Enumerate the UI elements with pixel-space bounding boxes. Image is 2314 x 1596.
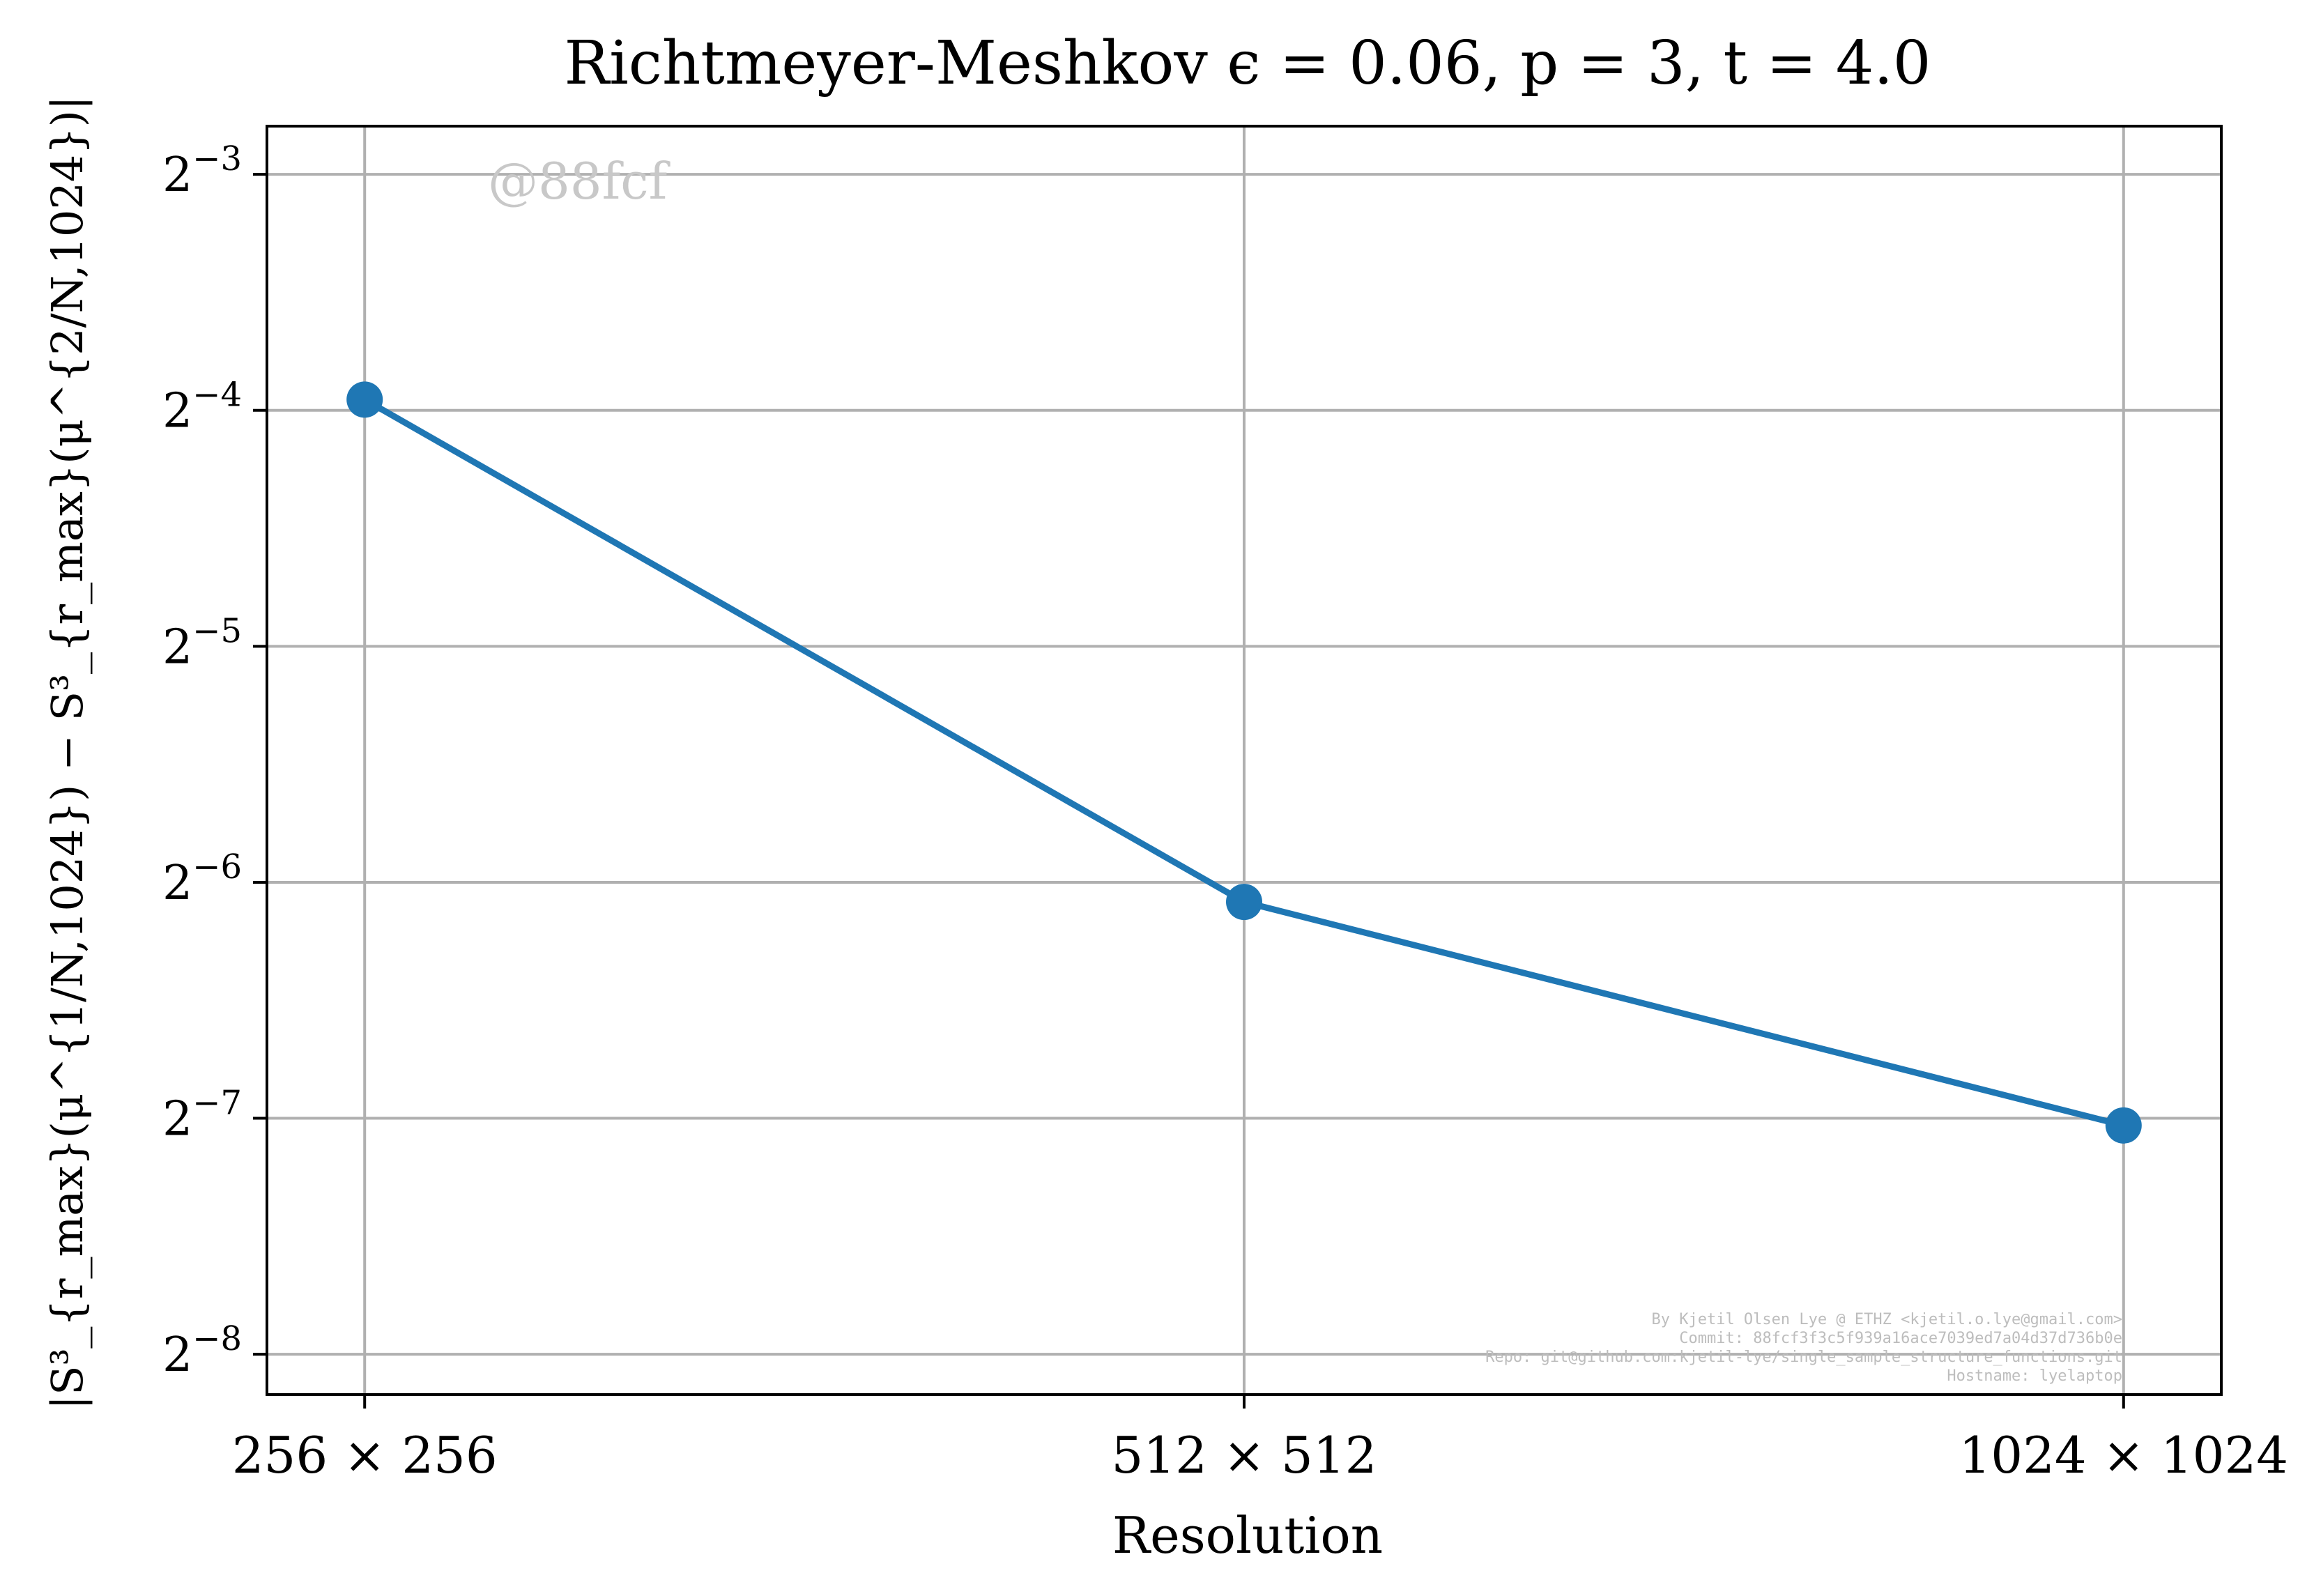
- chart-title: Richtmeyer-Meshkov ϵ = 0.06, p = 3, t = …: [564, 29, 1931, 98]
- grid: [267, 126, 2221, 1395]
- y-axis-ticks: 2−3 2−4 2−5 2−6 2−7 2−8: [162, 139, 267, 1383]
- y-tick-label: 2−3: [162, 139, 242, 203]
- footer-line: By Kjetil Olsen Lye @ ETHZ <kjetil.o.lye…: [1651, 1311, 2122, 1328]
- y-tick-label: 2−7: [162, 1084, 242, 1147]
- x-tick-label: 256 × 256: [232, 1426, 498, 1484]
- footer-metadata: By Kjetil Olsen Lye @ ETHZ <kjetil.o.lye…: [1485, 1311, 2122, 1385]
- x-tick-label: 512 × 512: [1112, 1426, 1377, 1484]
- data-point: [2105, 1107, 2142, 1144]
- y-tick-label: 2−8: [162, 1319, 242, 1383]
- y-tick-label: 2−5: [162, 611, 242, 675]
- data-point: [346, 381, 383, 418]
- x-axis-ticks: 256 × 256 512 × 512 1024 × 1024: [232, 1395, 2288, 1484]
- footer-line: Commit: 88fcf3f3c5f939a16ace7039ed7a04d3…: [1679, 1330, 2122, 1347]
- x-axis-label: Resolution: [1112, 1506, 1383, 1565]
- footer-line: Hostname: lyelaptop: [1947, 1367, 2122, 1385]
- y-tick-label: 2−4: [162, 376, 242, 439]
- watermark: @88fcf: [488, 152, 671, 210]
- data-point: [1226, 884, 1262, 921]
- series: [346, 381, 2142, 1144]
- footer-line: Repo: git@github.com:kjetil-lye/single_s…: [1485, 1349, 2122, 1366]
- x-tick-label: 1024 × 1024: [1959, 1426, 2289, 1484]
- y-axis-label: |S³_{r_max}(μ^{1/N,1024}) − S³_{r_max}(μ…: [42, 95, 93, 1410]
- y-tick-label: 2−6: [162, 847, 242, 911]
